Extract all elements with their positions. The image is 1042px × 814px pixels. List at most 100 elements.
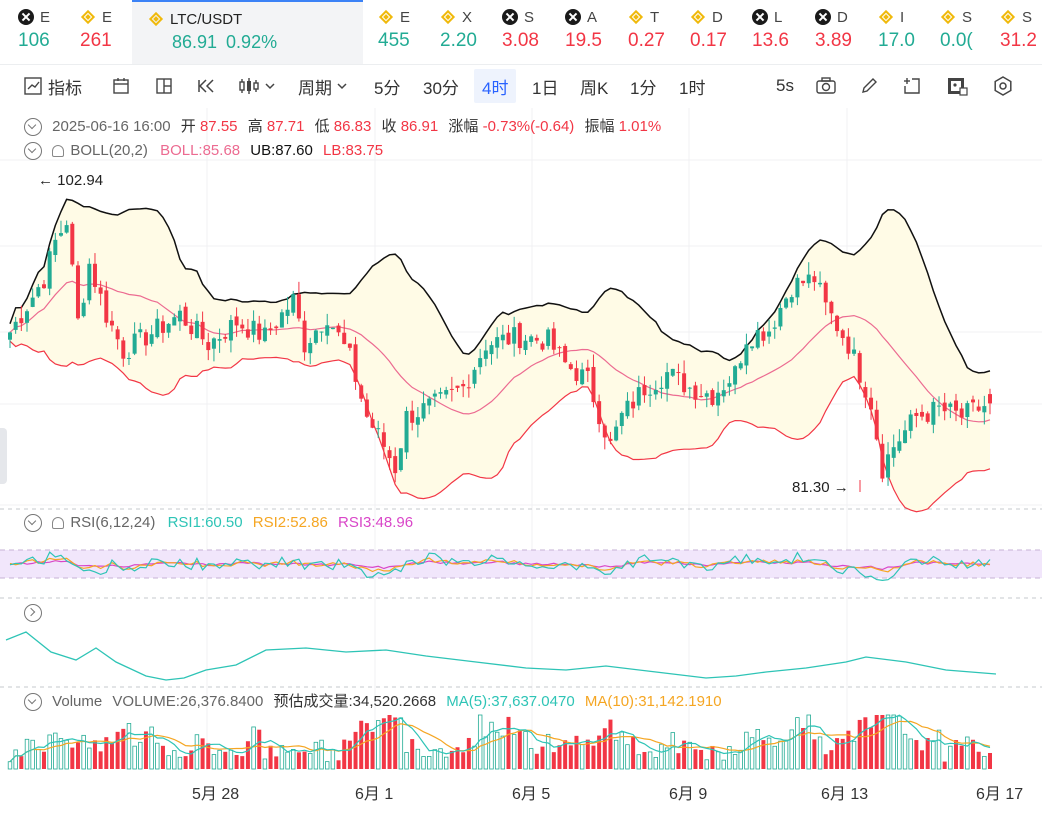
side-panel-toggle[interactable] — [0, 428, 7, 484]
ticker-item[interactable]: S 3.08 — [502, 8, 539, 58]
candle-body — [13, 321, 18, 330]
price-chart[interactable] — [0, 106, 1042, 814]
bnb-icon — [878, 9, 894, 25]
volume-bar — [87, 747, 92, 770]
ticker-item[interactable]: D 3.89 — [815, 8, 852, 58]
bnb-icon — [80, 9, 96, 25]
candle-body — [121, 340, 126, 359]
bell-icon[interactable] — [52, 517, 65, 530]
interval-4h[interactable]: 4时 — [474, 69, 517, 103]
volume-bar — [347, 740, 352, 769]
ticker-price: 17.0 — [878, 30, 915, 51]
ticker-item[interactable]: I 17.0 — [878, 8, 915, 58]
volume-bar — [494, 731, 500, 770]
ticker-symbol: S — [962, 8, 973, 26]
interval-1d[interactable]: 1日 — [532, 66, 558, 106]
ticker-header: A — [565, 8, 602, 26]
volume-bar — [172, 750, 177, 770]
volume-bar — [715, 751, 721, 770]
bell-icon[interactable] — [52, 145, 65, 158]
volume-bar — [534, 753, 539, 769]
volume-bar — [920, 750, 925, 769]
chart-type-button[interactable] — [238, 66, 276, 106]
period-dropdown[interactable]: 周期 — [298, 66, 348, 106]
boll-band-fill — [10, 199, 990, 512]
candle-body — [801, 280, 806, 284]
close-label: 收 — [381, 118, 397, 135]
volume-bar — [274, 756, 279, 769]
ticker-item[interactable]: A 19.5 — [565, 8, 602, 58]
add-window-button[interactable] — [902, 66, 922, 106]
candle-body — [880, 443, 885, 479]
candle-body — [534, 337, 539, 341]
ticker-item[interactable]: X 2.20 — [440, 8, 477, 58]
replay-button[interactable] — [197, 66, 217, 106]
volume-bar — [846, 730, 851, 769]
ticker-item[interactable]: S 31.2 — [1000, 8, 1037, 58]
expand-icon[interactable] — [24, 604, 42, 623]
screenshot-button[interactable] — [816, 66, 836, 106]
ticker-bar: E 106 E 261 LTC/USDT 86.91 0.92% E 455 X 2.20 S 3.0… — [0, 0, 1042, 65]
candle-datetime: 2025-06-16 16:00 — [52, 118, 171, 135]
template-button[interactable] — [112, 66, 130, 106]
ticker-symbol: D — [712, 8, 723, 26]
volume-bar — [772, 745, 777, 770]
candle-body — [330, 327, 335, 330]
ticker-header: D — [690, 8, 727, 26]
candle-body — [364, 399, 369, 417]
indicator-button[interactable]: 指标 — [24, 66, 82, 106]
draw-button[interactable] — [860, 66, 878, 106]
interval-1m[interactable]: 1分 — [630, 66, 656, 106]
ticker-item[interactable]: D 0.17 — [690, 8, 727, 58]
candle-body — [478, 358, 483, 368]
collapse-icon[interactable] — [24, 142, 42, 161]
candle-body — [172, 317, 177, 326]
volume-bar — [353, 731, 358, 769]
ticker-item[interactable]: S 0.0( — [940, 8, 973, 58]
ticker-item[interactable]: T 0.27 — [628, 8, 665, 58]
boll-mid-value: BOLL:85.68 — [160, 142, 241, 159]
rsi-title: RSI(6,12,24) — [70, 514, 156, 531]
candle-body — [313, 330, 318, 343]
ticker-header: T — [628, 8, 665, 26]
close-value: 86.91 — [400, 118, 439, 135]
ticker-active[interactable]: LTC/USDT 86.91 0.92% — [132, 0, 363, 64]
candle-body — [597, 401, 602, 425]
ticker-item[interactable]: L 13.6 — [752, 8, 789, 58]
candle-body — [189, 325, 194, 335]
ticker-item[interactable]: E 455 — [378, 8, 410, 58]
volume-bar — [721, 759, 726, 770]
interval-label: 1日 — [532, 78, 559, 98]
volume-bar — [874, 715, 879, 769]
volume-bar — [727, 746, 732, 770]
boll-title: BOLL(20,2) — [70, 142, 148, 159]
ticker-item[interactable]: E 106 — [18, 8, 50, 58]
collapse-icon[interactable] — [24, 693, 42, 712]
ticker-price: 106 — [18, 30, 50, 51]
bnb-icon — [378, 9, 394, 25]
candle-body — [398, 448, 403, 471]
image-button[interactable] — [946, 66, 968, 106]
volume-bar — [755, 729, 760, 770]
volume-value: VOLUME:26,376.8400 — [112, 693, 264, 710]
candle-body — [359, 385, 364, 399]
settings-button[interactable] — [993, 66, 1013, 106]
ticker-symbol: T — [650, 8, 660, 26]
layout-button[interactable] — [155, 66, 173, 106]
candle-body — [370, 419, 375, 428]
refresh-interval[interactable]: 5s — [776, 66, 794, 106]
volume-bar — [245, 741, 250, 769]
volume-bar — [749, 737, 755, 770]
ticker-item[interactable]: E 261 — [80, 8, 112, 58]
volume-bar — [217, 749, 222, 770]
volume-bar — [568, 745, 573, 769]
interval-30m[interactable]: 30分 — [423, 66, 459, 106]
collapse-icon[interactable] — [24, 118, 42, 137]
interval-5m[interactable]: 5分 — [374, 66, 400, 106]
interval-1w[interactable]: 周K — [580, 66, 608, 106]
collapse-icon[interactable] — [24, 514, 42, 533]
volume-bar — [585, 739, 590, 769]
interval-1h[interactable]: 1时 — [679, 66, 705, 106]
rsi2-value: RSI2:52.86 — [252, 514, 328, 531]
volume-bar — [557, 745, 562, 769]
